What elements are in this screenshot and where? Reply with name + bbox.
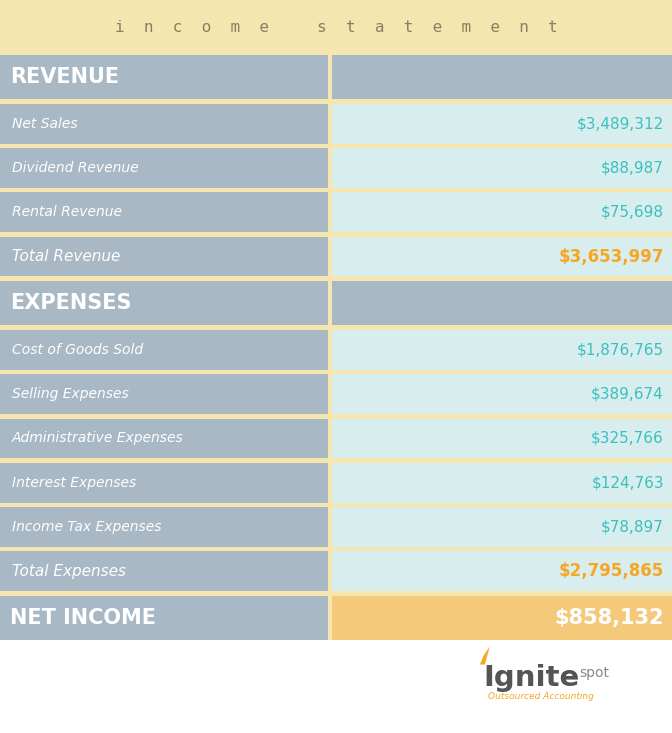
Bar bbox=[332, 463, 672, 503]
Text: Cost of Goods Sold: Cost of Goods Sold bbox=[12, 343, 143, 357]
Bar bbox=[332, 55, 672, 99]
Bar bbox=[0, 463, 328, 503]
Text: Ignite: Ignite bbox=[484, 665, 580, 693]
Bar bbox=[332, 596, 672, 640]
Bar bbox=[332, 419, 672, 458]
Text: Rental Revenue: Rental Revenue bbox=[12, 205, 122, 219]
Polygon shape bbox=[480, 647, 490, 665]
Text: $3,653,997: $3,653,997 bbox=[558, 248, 664, 265]
Bar bbox=[332, 237, 672, 276]
Text: Net Sales: Net Sales bbox=[12, 117, 78, 130]
Text: Administrative Expenses: Administrative Expenses bbox=[12, 432, 183, 446]
Bar bbox=[0, 330, 328, 369]
Text: Total Expenses: Total Expenses bbox=[12, 564, 126, 579]
Text: $858,132: $858,132 bbox=[554, 608, 664, 628]
Bar bbox=[332, 330, 672, 369]
Text: $124,763: $124,763 bbox=[591, 475, 664, 490]
Bar bbox=[332, 148, 672, 188]
Text: $389,674: $389,674 bbox=[591, 386, 664, 402]
Text: Selling Expenses: Selling Expenses bbox=[12, 387, 129, 401]
Bar bbox=[332, 281, 672, 325]
Text: $75,698: $75,698 bbox=[601, 205, 664, 220]
Text: $78,897: $78,897 bbox=[601, 520, 664, 534]
Text: Dividend Revenue: Dividend Revenue bbox=[12, 161, 138, 175]
Text: NET INCOME: NET INCOME bbox=[10, 608, 156, 628]
Text: spot: spot bbox=[579, 666, 609, 679]
Text: EXPENSES: EXPENSES bbox=[10, 293, 132, 313]
Bar bbox=[332, 551, 672, 591]
Bar bbox=[0, 551, 328, 591]
Bar bbox=[332, 507, 672, 547]
Bar bbox=[0, 507, 328, 547]
Bar bbox=[0, 640, 672, 733]
Text: Total Revenue: Total Revenue bbox=[12, 249, 120, 264]
Bar bbox=[0, 0, 672, 55]
Bar bbox=[332, 193, 672, 232]
Text: REVENUE: REVENUE bbox=[10, 67, 119, 87]
Text: $88,987: $88,987 bbox=[601, 161, 664, 175]
Text: $325,766: $325,766 bbox=[591, 431, 664, 446]
Bar bbox=[0, 55, 328, 99]
Text: Income Tax Expenses: Income Tax Expenses bbox=[12, 520, 161, 534]
Bar bbox=[0, 104, 328, 144]
Bar bbox=[332, 104, 672, 144]
Bar bbox=[0, 193, 328, 232]
Text: $2,795,865: $2,795,865 bbox=[558, 562, 664, 581]
Bar bbox=[0, 375, 328, 414]
Text: $1,876,765: $1,876,765 bbox=[577, 342, 664, 357]
Text: Interest Expenses: Interest Expenses bbox=[12, 476, 136, 490]
Bar bbox=[332, 375, 672, 414]
Bar bbox=[0, 419, 328, 458]
Text: $3,489,312: $3,489,312 bbox=[577, 117, 664, 131]
Text: i  n  c  o  m  e     s  t  a  t  e  m  e  n  t: i n c o m e s t a t e m e n t bbox=[115, 20, 557, 35]
Bar bbox=[0, 281, 328, 325]
Bar bbox=[0, 596, 328, 640]
Text: Outsourced Accounting: Outsourced Accounting bbox=[488, 692, 594, 701]
Bar bbox=[0, 148, 328, 188]
Bar bbox=[0, 237, 328, 276]
